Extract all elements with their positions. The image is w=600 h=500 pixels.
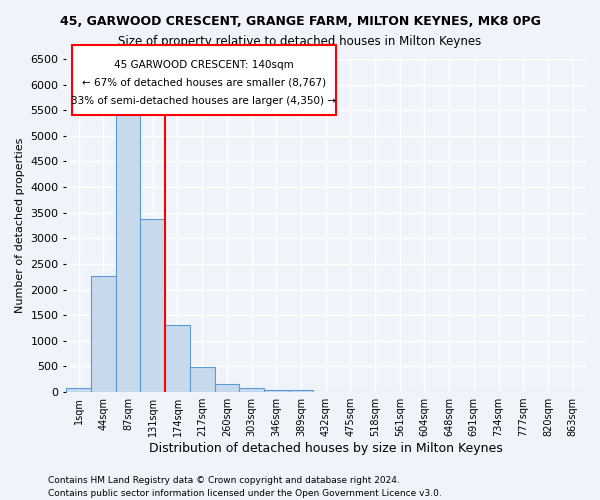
Text: Size of property relative to detached houses in Milton Keynes: Size of property relative to detached ho… [118, 35, 482, 48]
Bar [264, 390, 289, 392]
Bar [165, 325, 190, 392]
Bar [67, 388, 91, 392]
Text: Contains public sector information licensed under the Open Government Licence v3: Contains public sector information licen… [48, 488, 442, 498]
Bar [289, 390, 313, 392]
Text: 45 GARWOOD CRESCENT: 140sqm: 45 GARWOOD CRESCENT: 140sqm [114, 60, 294, 70]
Text: 33% of semi-detached houses are larger (4,350) →: 33% of semi-detached houses are larger (… [71, 96, 337, 106]
Bar [190, 368, 215, 392]
Bar [140, 219, 165, 392]
X-axis label: Distribution of detached houses by size in Milton Keynes: Distribution of detached houses by size … [149, 442, 503, 455]
Y-axis label: Number of detached properties: Number of detached properties [15, 138, 25, 313]
Text: ← 67% of detached houses are smaller (8,767): ← 67% of detached houses are smaller (8,… [82, 78, 326, 88]
Text: ← 67% of detached houses are smaller (8,767): ← 67% of detached houses are smaller (8,… [82, 78, 326, 88]
Text: Contains HM Land Registry data © Crown copyright and database right 2024.: Contains HM Land Registry data © Crown c… [48, 476, 400, 485]
Bar [239, 388, 264, 392]
Bar [116, 113, 140, 392]
Text: 33% of semi-detached houses are larger (4,350) →: 33% of semi-detached houses are larger (… [71, 96, 337, 106]
Bar [215, 384, 239, 392]
Text: 45 GARWOOD CRESCENT: 140sqm: 45 GARWOOD CRESCENT: 140sqm [114, 60, 294, 70]
Bar [91, 276, 116, 392]
Text: 45, GARWOOD CRESCENT, GRANGE FARM, MILTON KEYNES, MK8 0PG: 45, GARWOOD CRESCENT, GRANGE FARM, MILTO… [59, 15, 541, 28]
